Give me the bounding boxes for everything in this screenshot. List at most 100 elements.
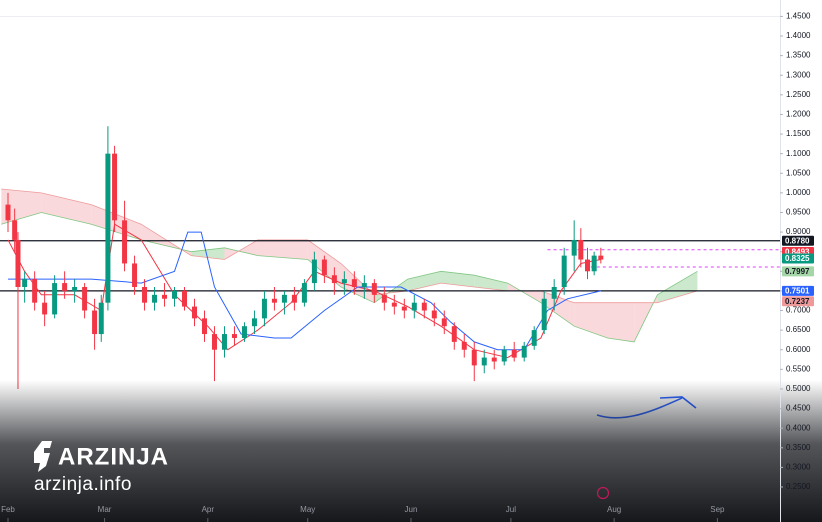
candle-body xyxy=(211,334,217,350)
y-tick-label: 0.6500 xyxy=(786,325,811,334)
price-label-box xyxy=(782,253,814,264)
watermark-shade xyxy=(0,380,822,522)
candle-body xyxy=(271,298,277,303)
icon xyxy=(596,486,610,500)
candle-body xyxy=(531,330,537,346)
brand-name: ARZINJA xyxy=(58,443,169,470)
x-tick-label: Jul xyxy=(506,505,516,514)
x-tick-label: Apr xyxy=(202,505,215,514)
price-label: 0.7237 xyxy=(785,297,810,306)
y-tick-label: 0.3500 xyxy=(786,443,811,452)
price-label-box xyxy=(782,285,814,296)
price-label: 0.8325 xyxy=(785,254,810,263)
candle-body xyxy=(162,294,168,299)
y-tick-label: 0.4000 xyxy=(786,423,811,432)
candle-body xyxy=(192,306,198,319)
y-tick-label: 0.3000 xyxy=(786,462,811,471)
candle-body xyxy=(22,279,28,287)
candle-body xyxy=(501,349,507,362)
candle-body xyxy=(152,294,158,303)
candle-body xyxy=(301,283,307,303)
candle-body xyxy=(471,349,477,366)
candle-body xyxy=(521,345,527,358)
cloud-segment xyxy=(41,192,92,225)
candle-body xyxy=(578,239,584,260)
indicator-lines xyxy=(7,223,601,359)
price-label-box xyxy=(782,235,814,246)
candle-body xyxy=(42,302,48,315)
candle-body xyxy=(481,357,487,366)
candle-body xyxy=(371,283,377,295)
candle-body xyxy=(461,341,467,350)
candle-body xyxy=(584,259,590,272)
candle-body xyxy=(291,294,297,303)
candle-body xyxy=(182,290,188,307)
candle-body xyxy=(142,286,148,303)
candle-body xyxy=(361,283,367,287)
candle-body xyxy=(561,255,567,287)
y-tick-label: 1.2500 xyxy=(786,90,811,99)
candle-body xyxy=(281,294,287,303)
cloud-segment xyxy=(474,275,508,291)
cloud-segment xyxy=(407,271,441,291)
candle-body xyxy=(122,220,128,264)
cloud-segment xyxy=(574,302,608,338)
candle-body xyxy=(571,239,577,256)
y-tick-label: 0.9500 xyxy=(786,208,811,217)
candle-body xyxy=(331,275,337,284)
y-tick-label: 1.1000 xyxy=(786,149,811,158)
cloud-segment xyxy=(257,239,308,260)
y-tick-label: 0.5500 xyxy=(786,364,811,373)
candle-body xyxy=(132,263,138,287)
candle-body xyxy=(381,294,387,303)
y-tick-label: 0.5000 xyxy=(786,384,811,393)
candle-body xyxy=(551,286,557,299)
cloud-segment xyxy=(91,204,142,240)
y-tick-label: 0.6000 xyxy=(786,345,811,354)
y-tick-label: 1.0500 xyxy=(786,168,811,177)
indicator-line xyxy=(7,223,601,359)
candle-body xyxy=(15,239,21,287)
y-tick-label: 1.4500 xyxy=(786,12,811,21)
cloud-segment xyxy=(440,271,475,287)
candle-body xyxy=(598,255,604,260)
x-tick-label: Aug xyxy=(607,505,621,514)
indicator-line xyxy=(8,231,601,351)
candle-body xyxy=(5,204,11,221)
x-tick-label: Feb xyxy=(1,505,15,514)
y-tick-label: 1.0000 xyxy=(786,188,811,197)
cloud-edge xyxy=(1,188,698,304)
candle-body xyxy=(261,298,267,319)
watermark: ARZINJA arzinja.info xyxy=(34,441,169,495)
x-tick-label: Jun xyxy=(405,505,418,514)
candle-body xyxy=(351,279,357,287)
candles xyxy=(5,126,604,389)
price-label: 0.7501 xyxy=(785,286,810,295)
candle-body xyxy=(72,286,78,291)
candle-body xyxy=(591,255,597,272)
y-tick-label: 1.4000 xyxy=(786,31,811,40)
candle-body xyxy=(82,286,88,311)
candle-body xyxy=(12,220,18,240)
cloud-segment xyxy=(657,271,698,303)
y-tick-label: 0.9000 xyxy=(786,227,811,236)
candle-body xyxy=(105,153,111,303)
candle-body xyxy=(98,302,104,335)
candle-body xyxy=(311,259,317,284)
y-tick-label: 1.1500 xyxy=(786,129,811,138)
candle-body xyxy=(112,153,118,221)
candle-body xyxy=(52,283,58,315)
cloud-segment xyxy=(540,290,575,327)
candle-body xyxy=(251,318,257,327)
candle-body xyxy=(451,326,457,342)
candle-body xyxy=(341,279,347,284)
candle-body xyxy=(201,318,207,335)
x-tick-label: Sep xyxy=(710,505,725,514)
candle-body xyxy=(491,357,497,362)
y-tick-label: 0.7000 xyxy=(786,306,811,315)
y-tick-label: 0.2500 xyxy=(786,482,811,491)
price-label-box xyxy=(782,296,814,307)
price-label: 0.7997 xyxy=(785,267,810,276)
candle-body xyxy=(92,310,98,335)
y-tick-label: 0.4500 xyxy=(786,404,811,413)
